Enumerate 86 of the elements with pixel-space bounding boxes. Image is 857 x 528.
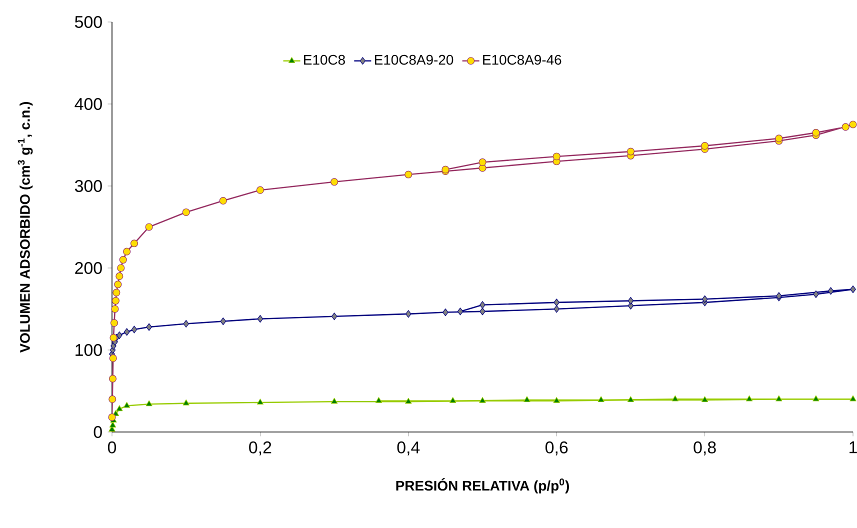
point <box>478 158 486 166</box>
point <box>145 223 153 231</box>
point <box>554 305 560 313</box>
point <box>828 287 834 295</box>
point <box>112 297 120 305</box>
point <box>110 334 118 342</box>
point <box>450 397 456 403</box>
point <box>812 395 820 402</box>
point <box>108 395 116 403</box>
point <box>842 123 850 131</box>
point <box>850 395 856 402</box>
point <box>479 397 486 403</box>
x-tick-label: 0,4 <box>397 441 420 456</box>
y-tick-label: 0 <box>94 426 102 438</box>
point <box>457 308 464 316</box>
y-tick-label: 300 <box>74 180 102 192</box>
point <box>746 395 753 402</box>
point <box>404 170 412 178</box>
point <box>182 400 190 406</box>
point <box>330 398 338 404</box>
y-tick-label: 200 <box>75 262 102 274</box>
y-axis-title: VOLUMEN ADSORBIDO (cm$^{3}$ g$^{-1}$, c.n.) <box>18 102 33 353</box>
point <box>256 186 264 194</box>
y-tick-label: 100 <box>76 344 102 356</box>
point <box>442 308 448 316</box>
point <box>813 290 819 298</box>
point <box>775 134 783 142</box>
point <box>672 395 678 402</box>
point <box>405 310 412 318</box>
point <box>628 297 634 305</box>
point <box>110 319 118 327</box>
point <box>131 326 138 334</box>
point <box>405 398 412 404</box>
point <box>108 413 116 422</box>
legend-label: E10C8A9-46 <box>483 54 562 65</box>
point <box>256 398 264 405</box>
point <box>130 240 138 248</box>
point <box>183 320 190 328</box>
x-tick-label: 0,6 <box>545 441 568 456</box>
point <box>111 305 119 313</box>
point <box>849 120 857 128</box>
point <box>146 400 152 406</box>
point <box>375 397 382 403</box>
point <box>480 308 486 316</box>
point <box>124 402 130 408</box>
point <box>257 315 264 323</box>
point <box>702 295 708 303</box>
point <box>701 396 708 402</box>
point <box>117 264 125 272</box>
x-axis-title: PRESIÓN RELATIVA (p/p$^{0}$) <box>396 478 569 494</box>
legend-label: E10C8 <box>304 54 345 65</box>
point <box>553 397 560 403</box>
point <box>146 323 152 331</box>
y-tick-label: 400 <box>74 98 102 110</box>
point <box>524 396 530 402</box>
point <box>776 395 782 402</box>
point <box>112 288 120 296</box>
point <box>114 280 122 288</box>
point <box>331 312 338 320</box>
point <box>116 272 124 280</box>
point <box>480 301 486 309</box>
point <box>552 152 560 160</box>
x-tick-label: 0 <box>108 441 116 454</box>
x-tick-label: 0,2 <box>249 441 272 456</box>
point <box>812 128 820 136</box>
point <box>116 405 123 412</box>
point <box>554 298 560 306</box>
point <box>626 148 634 156</box>
legend-label: E10C8A9-20 <box>374 54 454 65</box>
y-tick-label: 500 <box>74 16 102 28</box>
point <box>119 256 127 264</box>
point <box>701 142 709 150</box>
x-tick-label: 0,8 <box>694 441 716 456</box>
point <box>219 196 227 205</box>
point <box>220 318 226 326</box>
point <box>182 208 190 216</box>
point <box>598 396 604 402</box>
point <box>123 248 131 256</box>
point <box>330 178 338 186</box>
point <box>116 331 122 340</box>
point <box>124 328 130 336</box>
point <box>627 396 634 402</box>
point <box>108 374 117 382</box>
point <box>850 286 856 294</box>
point <box>109 354 117 362</box>
x-tick-label: 1 <box>850 441 857 454</box>
